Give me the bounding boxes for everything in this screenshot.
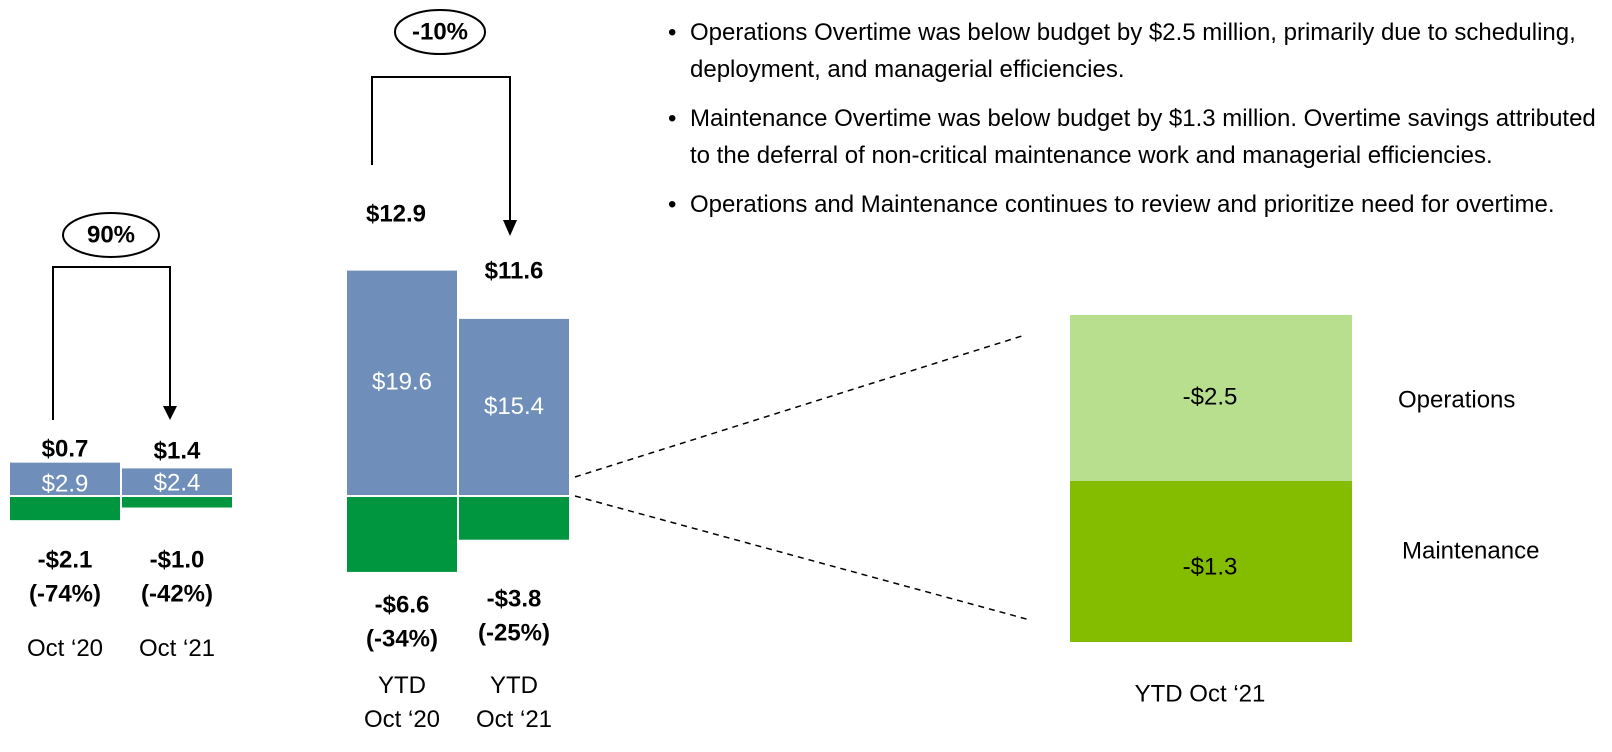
change-label: 90% — [87, 221, 135, 248]
category-label: Oct ‘21 — [138, 635, 216, 662]
value-label: -$2.1 — [38, 546, 93, 573]
bullet: Operations Overtime was below budget by … — [664, 14, 1612, 88]
pct-label: (-25%) — [478, 619, 550, 646]
top-label: $0.7 — [42, 435, 89, 462]
value-label: -$3.8 — [487, 585, 542, 612]
top-label: $12.9 — [366, 200, 426, 227]
breakdown-box — [1070, 481, 1352, 642]
pct-label: (-42%) — [141, 580, 213, 607]
value-label: -$6.6 — [375, 591, 430, 618]
breakdown-value: -$2.5 — [1183, 383, 1238, 410]
value-label: $2.9 — [42, 470, 89, 497]
arrow-head — [163, 406, 177, 420]
value-label: $2.4 — [154, 469, 201, 496]
pct-label: (-74%) — [29, 580, 101, 607]
bullet: Maintenance Overtime was below budget by… — [664, 100, 1612, 174]
top-label: $1.4 — [154, 437, 201, 464]
bar — [347, 496, 457, 572]
zoom-line — [574, 334, 1026, 478]
bar — [122, 496, 232, 508]
bar — [347, 270, 457, 496]
bar — [122, 468, 232, 496]
top-label: $11.6 — [485, 257, 544, 284]
breakdown-value: -$1.3 — [1183, 553, 1238, 580]
change-bracket — [371, 76, 511, 222]
bar — [10, 462, 120, 496]
category-label: Oct ‘20 — [26, 635, 104, 662]
bar — [10, 496, 120, 521]
bar — [459, 318, 569, 496]
category-label: YTD Oct ‘20 — [363, 672, 441, 733]
zoom-line — [574, 495, 1031, 621]
bullet: Operations and Maintenance continues to … — [664, 186, 1612, 223]
pct-label: (-34%) — [366, 625, 438, 652]
bullet-list: Operations Overtime was below budget by … — [664, 14, 1612, 235]
breakdown-name: Maintenance — [1402, 537, 1539, 564]
change-ellipse — [394, 9, 486, 55]
change-ellipse — [62, 212, 160, 258]
value-label: $19.6 — [372, 369, 432, 396]
change-label: -10% — [412, 18, 468, 45]
breakdown-name: Operations — [1398, 386, 1515, 413]
value-label: $15.4 — [484, 393, 544, 420]
arrow-head — [503, 220, 517, 236]
bar — [459, 496, 569, 540]
category-label: YTD Oct ‘21 — [475, 672, 553, 733]
breakdown-box — [1070, 315, 1352, 481]
change-bracket — [52, 266, 171, 420]
value-label: -$1.0 — [150, 546, 205, 573]
breakdown-title: YTD Oct ‘21 — [1135, 680, 1266, 707]
